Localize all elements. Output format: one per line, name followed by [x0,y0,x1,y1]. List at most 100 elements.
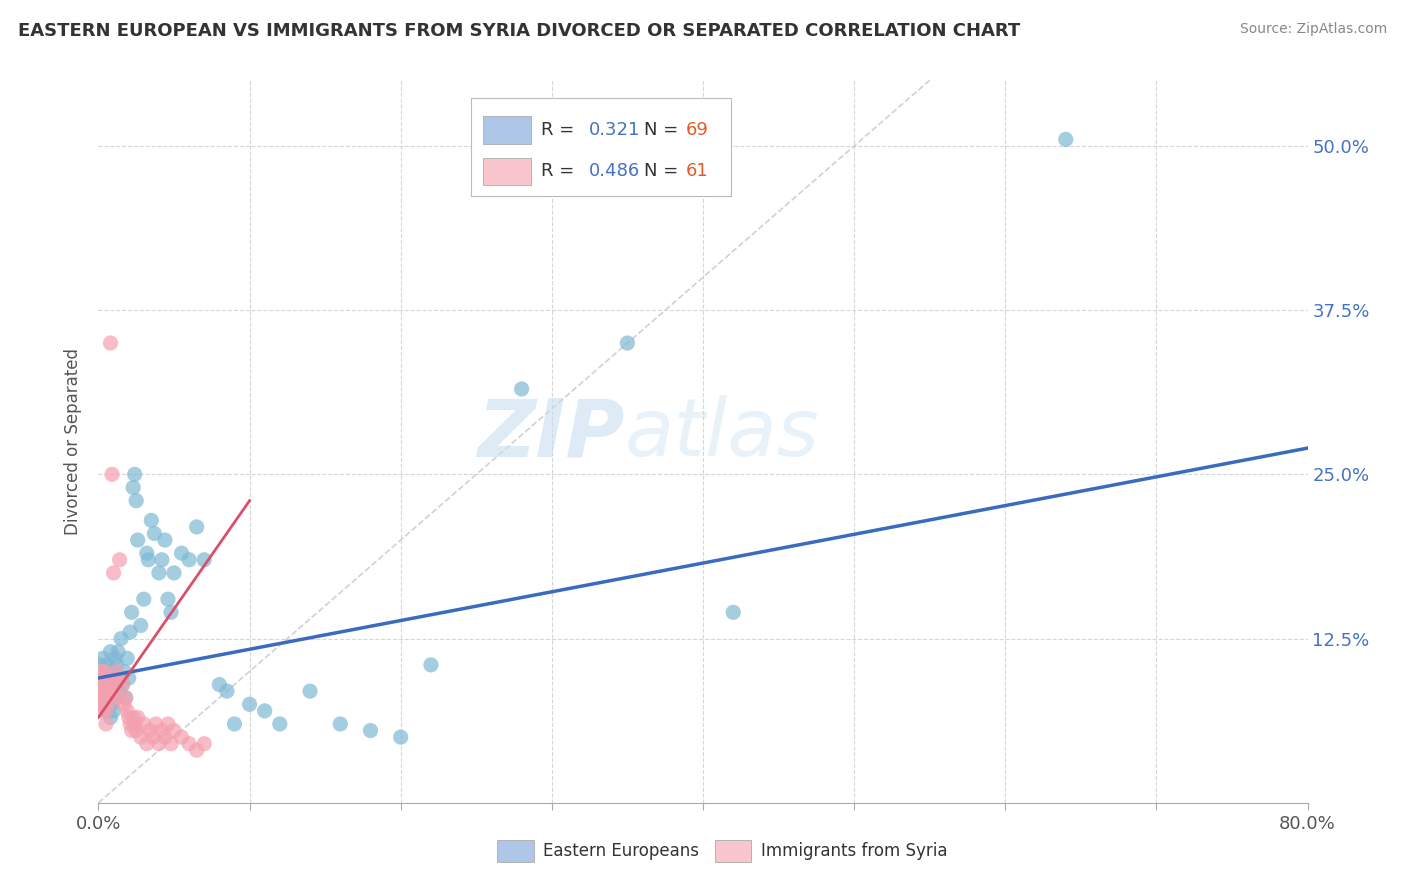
Point [122,710,145,724]
Point [100,645,122,659]
Text: R =: R = [541,121,579,139]
Point [132,592,155,607]
Point [89,657,111,672]
Point [98,690,121,705]
Point [124,717,146,731]
Point [360,723,382,738]
Text: EASTERN EUROPEAN VS IMMIGRANTS FROM SYRIA DIVORCED OR SEPARATED CORRELATION CHAR: EASTERN EUROPEAN VS IMMIGRANTS FROM SYRI… [18,22,1021,40]
Point [105,657,128,672]
Point [91,690,114,705]
Point [148,737,170,751]
Point [329,717,352,731]
Point [91,690,114,705]
Text: atlas: atlas [624,395,820,474]
Point [94,690,117,705]
Point [110,632,132,646]
Point [215,684,238,698]
Point [224,717,246,731]
Point [104,671,127,685]
Point [141,513,163,527]
Point [150,553,173,567]
Point [103,566,125,580]
Point [135,546,157,560]
FancyBboxPatch shape [716,840,751,862]
Point [94,677,117,691]
Point [193,553,215,567]
Point [112,698,135,712]
Point [132,717,155,731]
Point [127,533,149,547]
Point [93,684,115,698]
Point [145,717,167,731]
Point [160,605,183,619]
Point [103,704,125,718]
Point [124,467,146,482]
Point [616,336,638,351]
Point [186,743,208,757]
Point [93,698,115,712]
Text: 61: 61 [686,162,709,180]
Text: ZIP: ZIP [477,395,624,474]
Y-axis label: Divorced or Separated: Divorced or Separated [65,348,83,535]
Text: 0.321: 0.321 [589,121,641,139]
Point [299,684,322,698]
Point [156,717,179,731]
Point [90,684,112,698]
Point [111,677,134,691]
Point [122,481,145,495]
Point [90,671,112,685]
Point [108,553,131,567]
Point [91,651,114,665]
Point [150,723,173,738]
Point [269,717,291,731]
Point [110,671,132,685]
Point [101,684,124,698]
Point [101,698,124,712]
Point [94,704,117,718]
Point [1054,132,1077,146]
Point [90,698,112,712]
Point [111,677,134,691]
Point [129,618,152,632]
Point [420,657,443,672]
Point [153,533,176,547]
Point [139,723,162,738]
Point [93,684,115,698]
Point [179,737,201,751]
Point [107,690,129,705]
Point [98,671,121,685]
Point [93,665,115,679]
Point [90,665,112,679]
Point [129,730,152,744]
Text: R =: R = [541,162,579,180]
Point [170,546,193,560]
Point [163,723,186,738]
Point [96,657,118,672]
Point [91,671,114,685]
Point [91,677,114,691]
Point [96,677,118,691]
Point [142,730,165,744]
Point [179,553,201,567]
Point [186,520,208,534]
Point [121,723,143,738]
FancyBboxPatch shape [482,117,531,144]
Point [160,737,183,751]
Point [90,671,112,685]
Point [127,710,149,724]
Point [104,671,127,685]
Point [723,605,745,619]
Point [115,651,138,665]
Point [389,730,412,744]
Point [136,553,159,567]
Point [98,677,121,691]
Point [94,665,117,679]
Point [94,717,117,731]
Point [96,684,118,698]
Point [120,625,142,640]
Point [208,677,231,691]
Point [105,665,128,679]
Point [103,677,125,691]
Point [100,336,122,351]
Point [91,704,114,718]
